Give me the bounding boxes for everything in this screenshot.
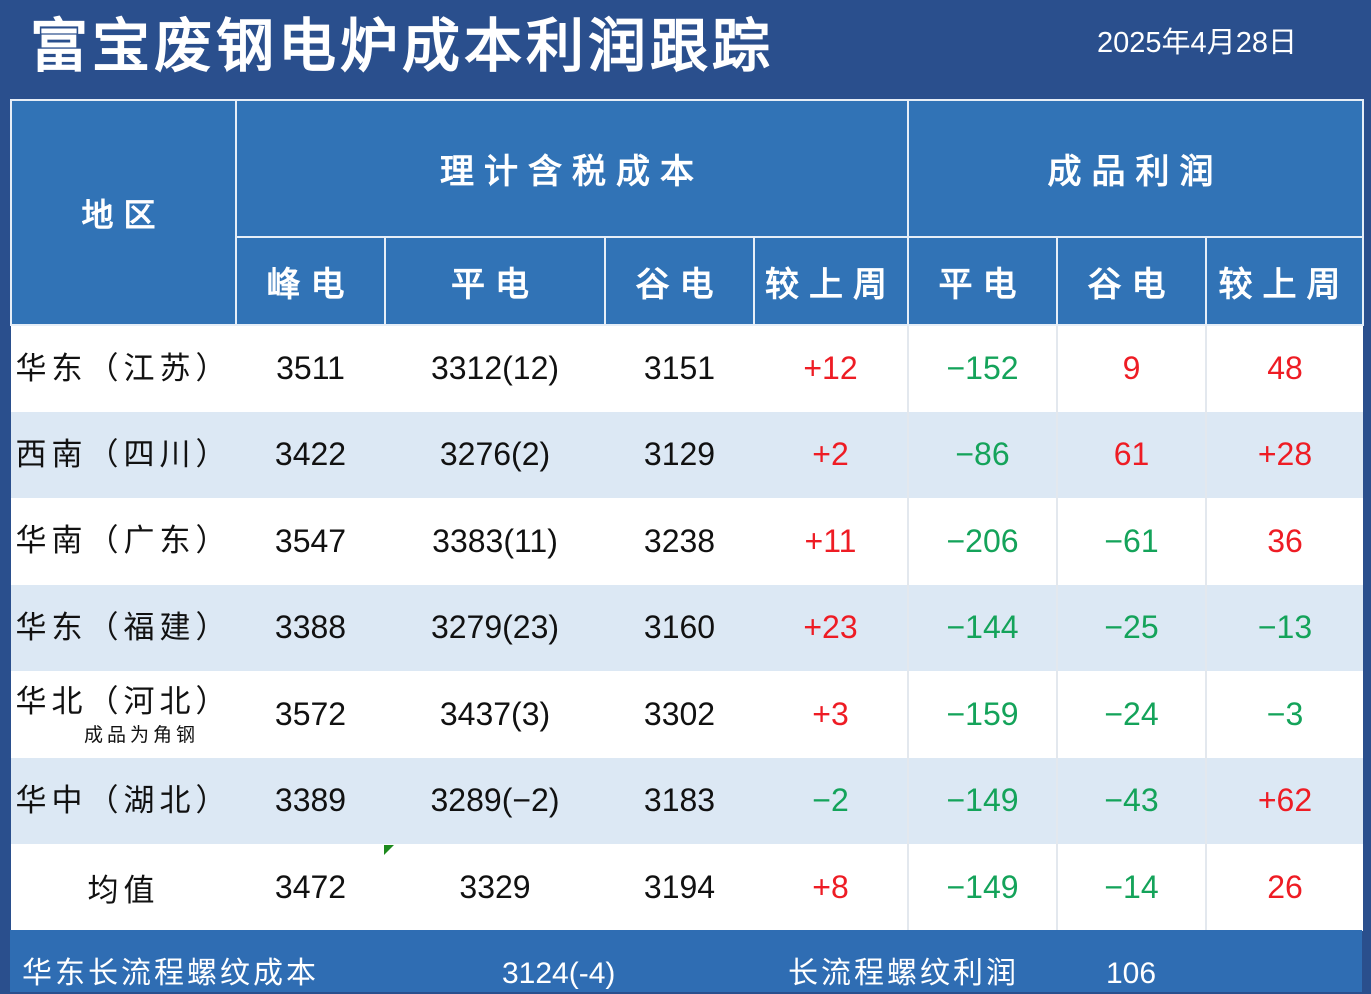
- header-cost-flat: 平电: [384, 236, 606, 326]
- profit-valley-cell: −61: [1056, 498, 1206, 585]
- profit-change-cell: +28: [1204, 411, 1364, 498]
- flat-cost-cell: 3383(11): [385, 498, 605, 585]
- header-cost-peak: 峰电: [235, 236, 386, 326]
- profit-valley-cell: 61: [1056, 411, 1206, 498]
- date-day: 28: [1235, 27, 1268, 59]
- cost-change-cell: +11: [754, 498, 908, 585]
- profit-valley-cell: −43: [1056, 757, 1206, 844]
- profit-valley-cell: 9: [1056, 325, 1206, 412]
- region-cell: 华南（广东）: [11, 498, 236, 585]
- valley-cost-cell: 3302: [605, 671, 754, 758]
- date-year: 2025: [1097, 27, 1162, 59]
- flat-cost-cell: 3279(23): [385, 584, 605, 671]
- region-name: 华东（福建）: [15, 609, 232, 646]
- region-cell: 西南（四川）: [11, 411, 236, 498]
- page-title: 富宝废钢电炉成本利润跟踪: [30, 12, 775, 80]
- footer-profit-label: 长流程螺纹利润: [788, 956, 1019, 991]
- cost-change-cell: −2: [754, 757, 908, 844]
- region-name: 华北（河北）: [15, 684, 232, 721]
- average-label: 均值: [11, 844, 236, 931]
- header-profit-group: 成品利润: [906, 99, 1365, 238]
- header-cost-valley: 谷电: [604, 236, 755, 326]
- region-cell: 华北（河北） 成品为角钢: [11, 671, 236, 758]
- date-year-unit: 年: [1161, 25, 1191, 59]
- avg-profit-valley-cell: −14: [1056, 844, 1206, 931]
- valley-cost-cell: 3238: [605, 498, 754, 585]
- date-day-unit: 日: [1267, 25, 1297, 59]
- peak-cost-cell: 3389: [236, 757, 385, 844]
- cell-comment-marker: [384, 845, 394, 855]
- table-row-hubei: 华中（湖北） 3389 3289(−2) 3183 −2 −149 −43 +6…: [11, 757, 1364, 844]
- valley-cost-cell: 3160: [605, 584, 754, 671]
- cost-change-cell: +12: [754, 325, 908, 412]
- avg-profit-flat-cell: −149: [907, 844, 1057, 931]
- peak-cost-cell: 3547: [236, 498, 385, 585]
- profit-flat-cell: −159: [907, 671, 1057, 758]
- header-region: 地区: [10, 99, 237, 326]
- valley-cost-cell: 3151: [605, 325, 754, 412]
- region-name: 西南（四川）: [15, 436, 232, 473]
- region-name: 华中（湖北）: [15, 782, 232, 819]
- avg-cost-change-cell: +8: [754, 844, 908, 931]
- cost-profit-table: 地区 理计含税成本 成品利润 峰电 平电 谷电 较上周 平电 谷电 较上周 华东…: [10, 99, 1365, 931]
- footer-bar: 华东长流程螺纹成本 3124(-4) 长流程螺纹利润 106: [10, 930, 1362, 992]
- peak-cost-cell: 3388: [236, 584, 385, 671]
- header-profit-change: 较上周: [1204, 236, 1365, 326]
- profit-flat-cell: −149: [907, 757, 1057, 844]
- region-name: 华东（江苏）: [15, 350, 232, 387]
- cost-change-cell: +3: [754, 671, 908, 758]
- table-row-average: 均值 3472 3329 3194 +8 −149 −14 26: [11, 844, 1364, 931]
- profit-change-cell: −13: [1204, 584, 1364, 671]
- profit-change-cell: 48: [1204, 325, 1364, 412]
- profit-flat-cell: −144: [907, 584, 1057, 671]
- profit-valley-cell: −24: [1056, 671, 1206, 758]
- cost-change-cell: +23: [754, 584, 908, 671]
- region-name: 华南（广东）: [15, 523, 232, 560]
- profit-flat-cell: −206: [907, 498, 1057, 585]
- table-row-guangdong: 华南（广东） 3547 3383(11) 3238 +11 −206 −61 3…: [11, 498, 1364, 585]
- footer-cost-value: 3124(-4): [502, 957, 616, 990]
- profit-flat-cell: −152: [907, 325, 1057, 412]
- header-cost-change: 较上周: [753, 236, 909, 326]
- profit-change-cell: −3: [1204, 671, 1364, 758]
- region-cell: 华中（湖北）: [11, 757, 236, 844]
- footer-cost-label: 华东长流程螺纹成本: [22, 956, 319, 991]
- flat-cost-cell: 3312(12): [385, 325, 605, 412]
- profit-change-cell: 36: [1204, 498, 1364, 585]
- valley-cost-cell: 3129: [605, 411, 754, 498]
- footer-profit-value: 106: [1106, 957, 1157, 990]
- peak-cost-cell: 3422: [236, 411, 385, 498]
- table-row-sichuan: 西南（四川） 3422 3276(2) 3129 +2 −86 61 +28: [11, 411, 1364, 498]
- cost-change-cell: +2: [754, 411, 908, 498]
- profit-flat-cell: −86: [907, 411, 1057, 498]
- avg-flat-cost-cell: 3329: [385, 844, 605, 931]
- avg-valley-cost-cell: 3194: [605, 844, 754, 931]
- peak-cost-cell: 3572: [236, 671, 385, 758]
- flat-cost-cell: 3437(3): [385, 671, 605, 758]
- flat-cost-cell: 3276(2): [385, 411, 605, 498]
- table-row-jiangsu: 华东（江苏） 3511 3312(12) 3151 +12 −152 9 48: [11, 325, 1364, 412]
- avg-peak-cost-cell: 3472: [236, 844, 385, 931]
- table-row-hebei: 华北（河北） 成品为角钢 3572 3437(3) 3302 +3 −159 −2…: [11, 671, 1364, 758]
- profit-change-cell: +62: [1204, 757, 1364, 844]
- avg-profit-change-cell: 26: [1204, 844, 1364, 931]
- table-row-fujian: 华东（福建） 3388 3279(23) 3160 +23 −144 −25 −…: [11, 584, 1364, 671]
- region-cell: 华东（江苏）: [11, 325, 236, 412]
- profit-valley-cell: −25: [1056, 584, 1206, 671]
- region-cell: 华东（福建）: [11, 584, 236, 671]
- peak-cost-cell: 3511: [236, 325, 385, 412]
- header-profit-flat: 平电: [907, 236, 1058, 326]
- date-month: 4: [1190, 27, 1207, 59]
- region-note: 成品为角钢: [83, 724, 199, 747]
- date-month-unit: 月: [1206, 25, 1236, 59]
- header-profit-valley: 谷电: [1056, 236, 1207, 326]
- report-date: 2025年4月28日: [1097, 22, 1297, 63]
- header-cost-group: 理计含税成本: [235, 99, 909, 238]
- valley-cost-cell: 3183: [605, 757, 754, 844]
- flat-cost-cell: 3289(−2): [385, 757, 605, 844]
